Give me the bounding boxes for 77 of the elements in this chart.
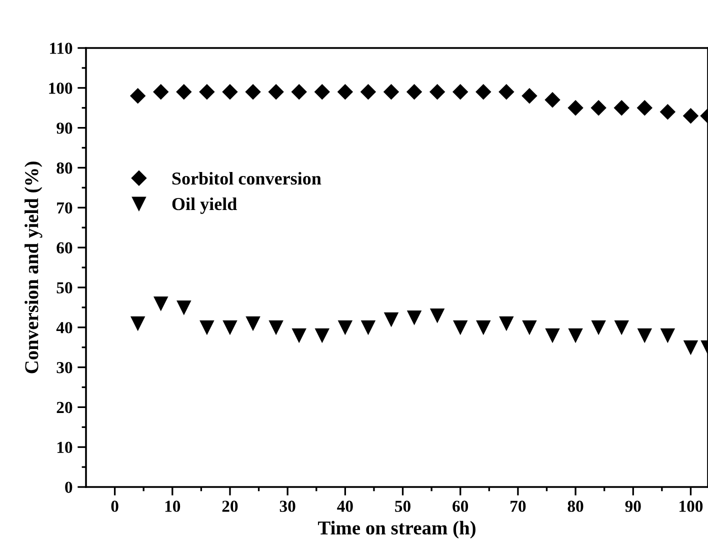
y-tick-label: 30: [56, 362, 72, 374]
point: [453, 320, 468, 334]
y-axis-title: Conversion and yield (%): [24, 162, 42, 374]
point: [660, 328, 675, 342]
x-tick-label: 40: [337, 500, 353, 512]
y-tick-label: 60: [56, 242, 72, 254]
point: [314, 84, 330, 100]
point: [498, 84, 514, 100]
point: [614, 320, 629, 334]
y-tick-label: 50: [56, 282, 72, 294]
point: [452, 84, 468, 100]
point: [338, 84, 353, 100]
legend-label: Sorbitol conversion: [172, 172, 322, 185]
point: [684, 340, 698, 354]
point: [154, 296, 168, 310]
point: [200, 320, 214, 334]
point: [130, 88, 146, 104]
x-tick-label: 50: [395, 500, 410, 512]
y-tick-label: 110: [50, 42, 72, 54]
legend-label: Oil yield: [172, 197, 237, 214]
x-tick-label: 0: [111, 500, 118, 512]
point: [591, 100, 606, 116]
point: [476, 320, 490, 334]
point: [568, 328, 582, 342]
x-tick-label: 60: [452, 500, 468, 512]
point: [315, 328, 330, 342]
point: [222, 84, 238, 100]
point: [338, 320, 352, 334]
point: [522, 88, 538, 104]
point: [546, 328, 560, 342]
x-tick-label: 10: [165, 500, 180, 512]
y-tick-label: 0: [65, 482, 72, 493]
y-tick-label: 90: [56, 122, 72, 134]
point: [176, 84, 192, 100]
point: [476, 84, 491, 100]
point: [223, 320, 237, 334]
point: [592, 320, 606, 334]
point: [384, 84, 399, 100]
point: [522, 320, 536, 334]
y-tick-label: 40: [56, 322, 72, 334]
point: [176, 300, 191, 314]
point: [406, 84, 422, 100]
point: [660, 104, 676, 120]
point: [360, 84, 376, 100]
point: [614, 100, 630, 116]
x-tick-label: 70: [510, 500, 526, 512]
y-tick-label: 80: [56, 162, 72, 174]
y-tick-label: 10: [57, 442, 72, 454]
point: [199, 84, 215, 100]
point: [246, 316, 260, 330]
point: [384, 312, 398, 326]
point: [361, 320, 376, 334]
point: [544, 92, 560, 108]
point: [245, 84, 261, 100]
point: [130, 316, 145, 330]
point: [637, 100, 652, 116]
point: [430, 308, 444, 322]
point: [292, 84, 307, 100]
x-tick-label: 20: [222, 500, 238, 512]
x-tick-label: 90: [625, 500, 641, 512]
x-tick-label: 80: [568, 500, 584, 512]
point: [638, 328, 652, 342]
point: [153, 84, 168, 100]
point: [268, 84, 284, 100]
point: [407, 310, 422, 324]
point: [683, 108, 698, 124]
point: [269, 320, 283, 334]
point: [292, 328, 306, 342]
x-tick-label: 100: [680, 500, 703, 512]
x-axis-title: Time on stream (h): [318, 520, 476, 538]
point: [499, 316, 514, 330]
point: [568, 100, 584, 116]
y-tick-label: 100: [49, 82, 72, 94]
point: [430, 84, 445, 100]
y-tick-label: 70: [57, 202, 72, 214]
x-tick-label: 30: [280, 500, 296, 512]
y-tick-label: 20: [56, 402, 72, 414]
